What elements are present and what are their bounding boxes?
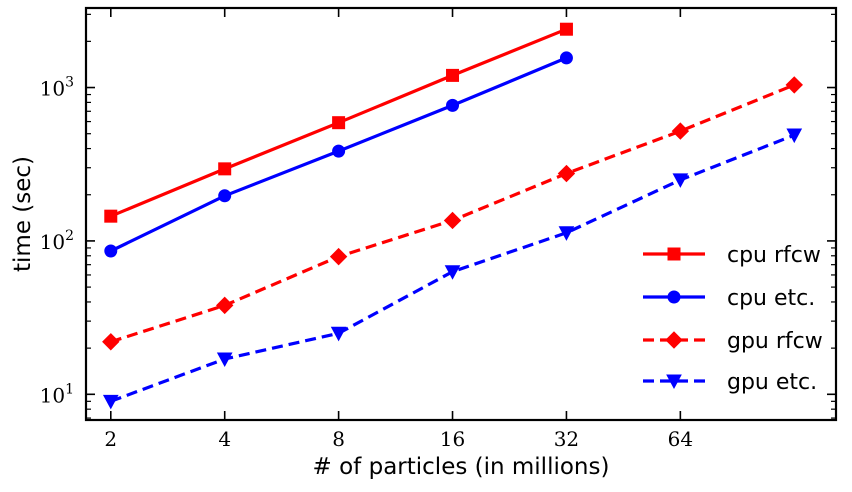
legend-label: cpu etc. xyxy=(727,286,815,311)
data-point xyxy=(216,352,233,368)
x-tick-label: 64 xyxy=(668,427,693,451)
data-point xyxy=(443,211,462,230)
legend-item-gpu-rfcw: gpu rfcw xyxy=(643,329,823,354)
legend-marker xyxy=(666,374,682,390)
data-point xyxy=(444,265,461,280)
x-tick-label: 2 xyxy=(104,427,117,451)
legend-label: gpu rfcw xyxy=(727,329,823,354)
data-point xyxy=(671,122,690,140)
y-tick-label: 101 xyxy=(40,381,74,407)
axis-ticks xyxy=(86,8,836,420)
data-point xyxy=(559,22,573,36)
legend-marker xyxy=(667,247,681,261)
data-point xyxy=(446,68,460,82)
data-point xyxy=(215,296,234,315)
legend-marker xyxy=(665,331,683,349)
data-point xyxy=(329,247,348,266)
x-axis-label: # of particles (in millions) xyxy=(313,454,610,480)
data-point xyxy=(332,116,346,130)
data-point xyxy=(218,162,232,176)
y-tick-label: 102 xyxy=(40,228,74,254)
legend-item-gpu-etc: gpu etc. xyxy=(643,370,817,395)
data-point xyxy=(104,244,118,258)
data-point xyxy=(104,209,118,223)
data-point xyxy=(786,128,803,144)
data-point xyxy=(559,51,573,65)
legend-label: gpu etc. xyxy=(727,370,817,395)
x-tick-label: 16 xyxy=(440,427,465,451)
series-cpu-rfcw xyxy=(104,22,573,223)
data-point xyxy=(330,326,347,342)
legend-item-cpu-rfcw: cpu rfcw xyxy=(643,243,821,268)
data-point xyxy=(446,98,460,112)
data-point xyxy=(557,164,576,183)
tick-labels: 2 4 8 16 32 64 101 102 103 xyxy=(40,75,693,451)
series-gpu-etc xyxy=(102,128,803,410)
data-point xyxy=(102,333,120,351)
series-cpu-etc xyxy=(104,51,573,258)
x-tick-label: 4 xyxy=(218,427,231,451)
y-tick-label: 103 xyxy=(40,75,74,101)
x-tick-label: 32 xyxy=(554,427,579,451)
plot-frame xyxy=(84,6,838,422)
data-point xyxy=(785,76,803,94)
data-point xyxy=(332,144,346,158)
y-axis-label: time (sec) xyxy=(10,156,36,272)
data-point xyxy=(218,189,232,203)
legend-item-cpu-etc: cpu etc. xyxy=(643,286,815,311)
legend: cpu rfcw cpu etc. gpu rfcw gpu etc. xyxy=(643,243,823,395)
series-gpu-rfcw xyxy=(102,76,803,351)
data-point xyxy=(558,226,575,241)
x-tick-label: 8 xyxy=(332,427,345,451)
legend-label: cpu rfcw xyxy=(727,243,821,268)
legend-marker xyxy=(667,290,681,304)
data-point xyxy=(102,394,119,410)
series-layer xyxy=(102,22,803,410)
data-point xyxy=(672,173,689,188)
